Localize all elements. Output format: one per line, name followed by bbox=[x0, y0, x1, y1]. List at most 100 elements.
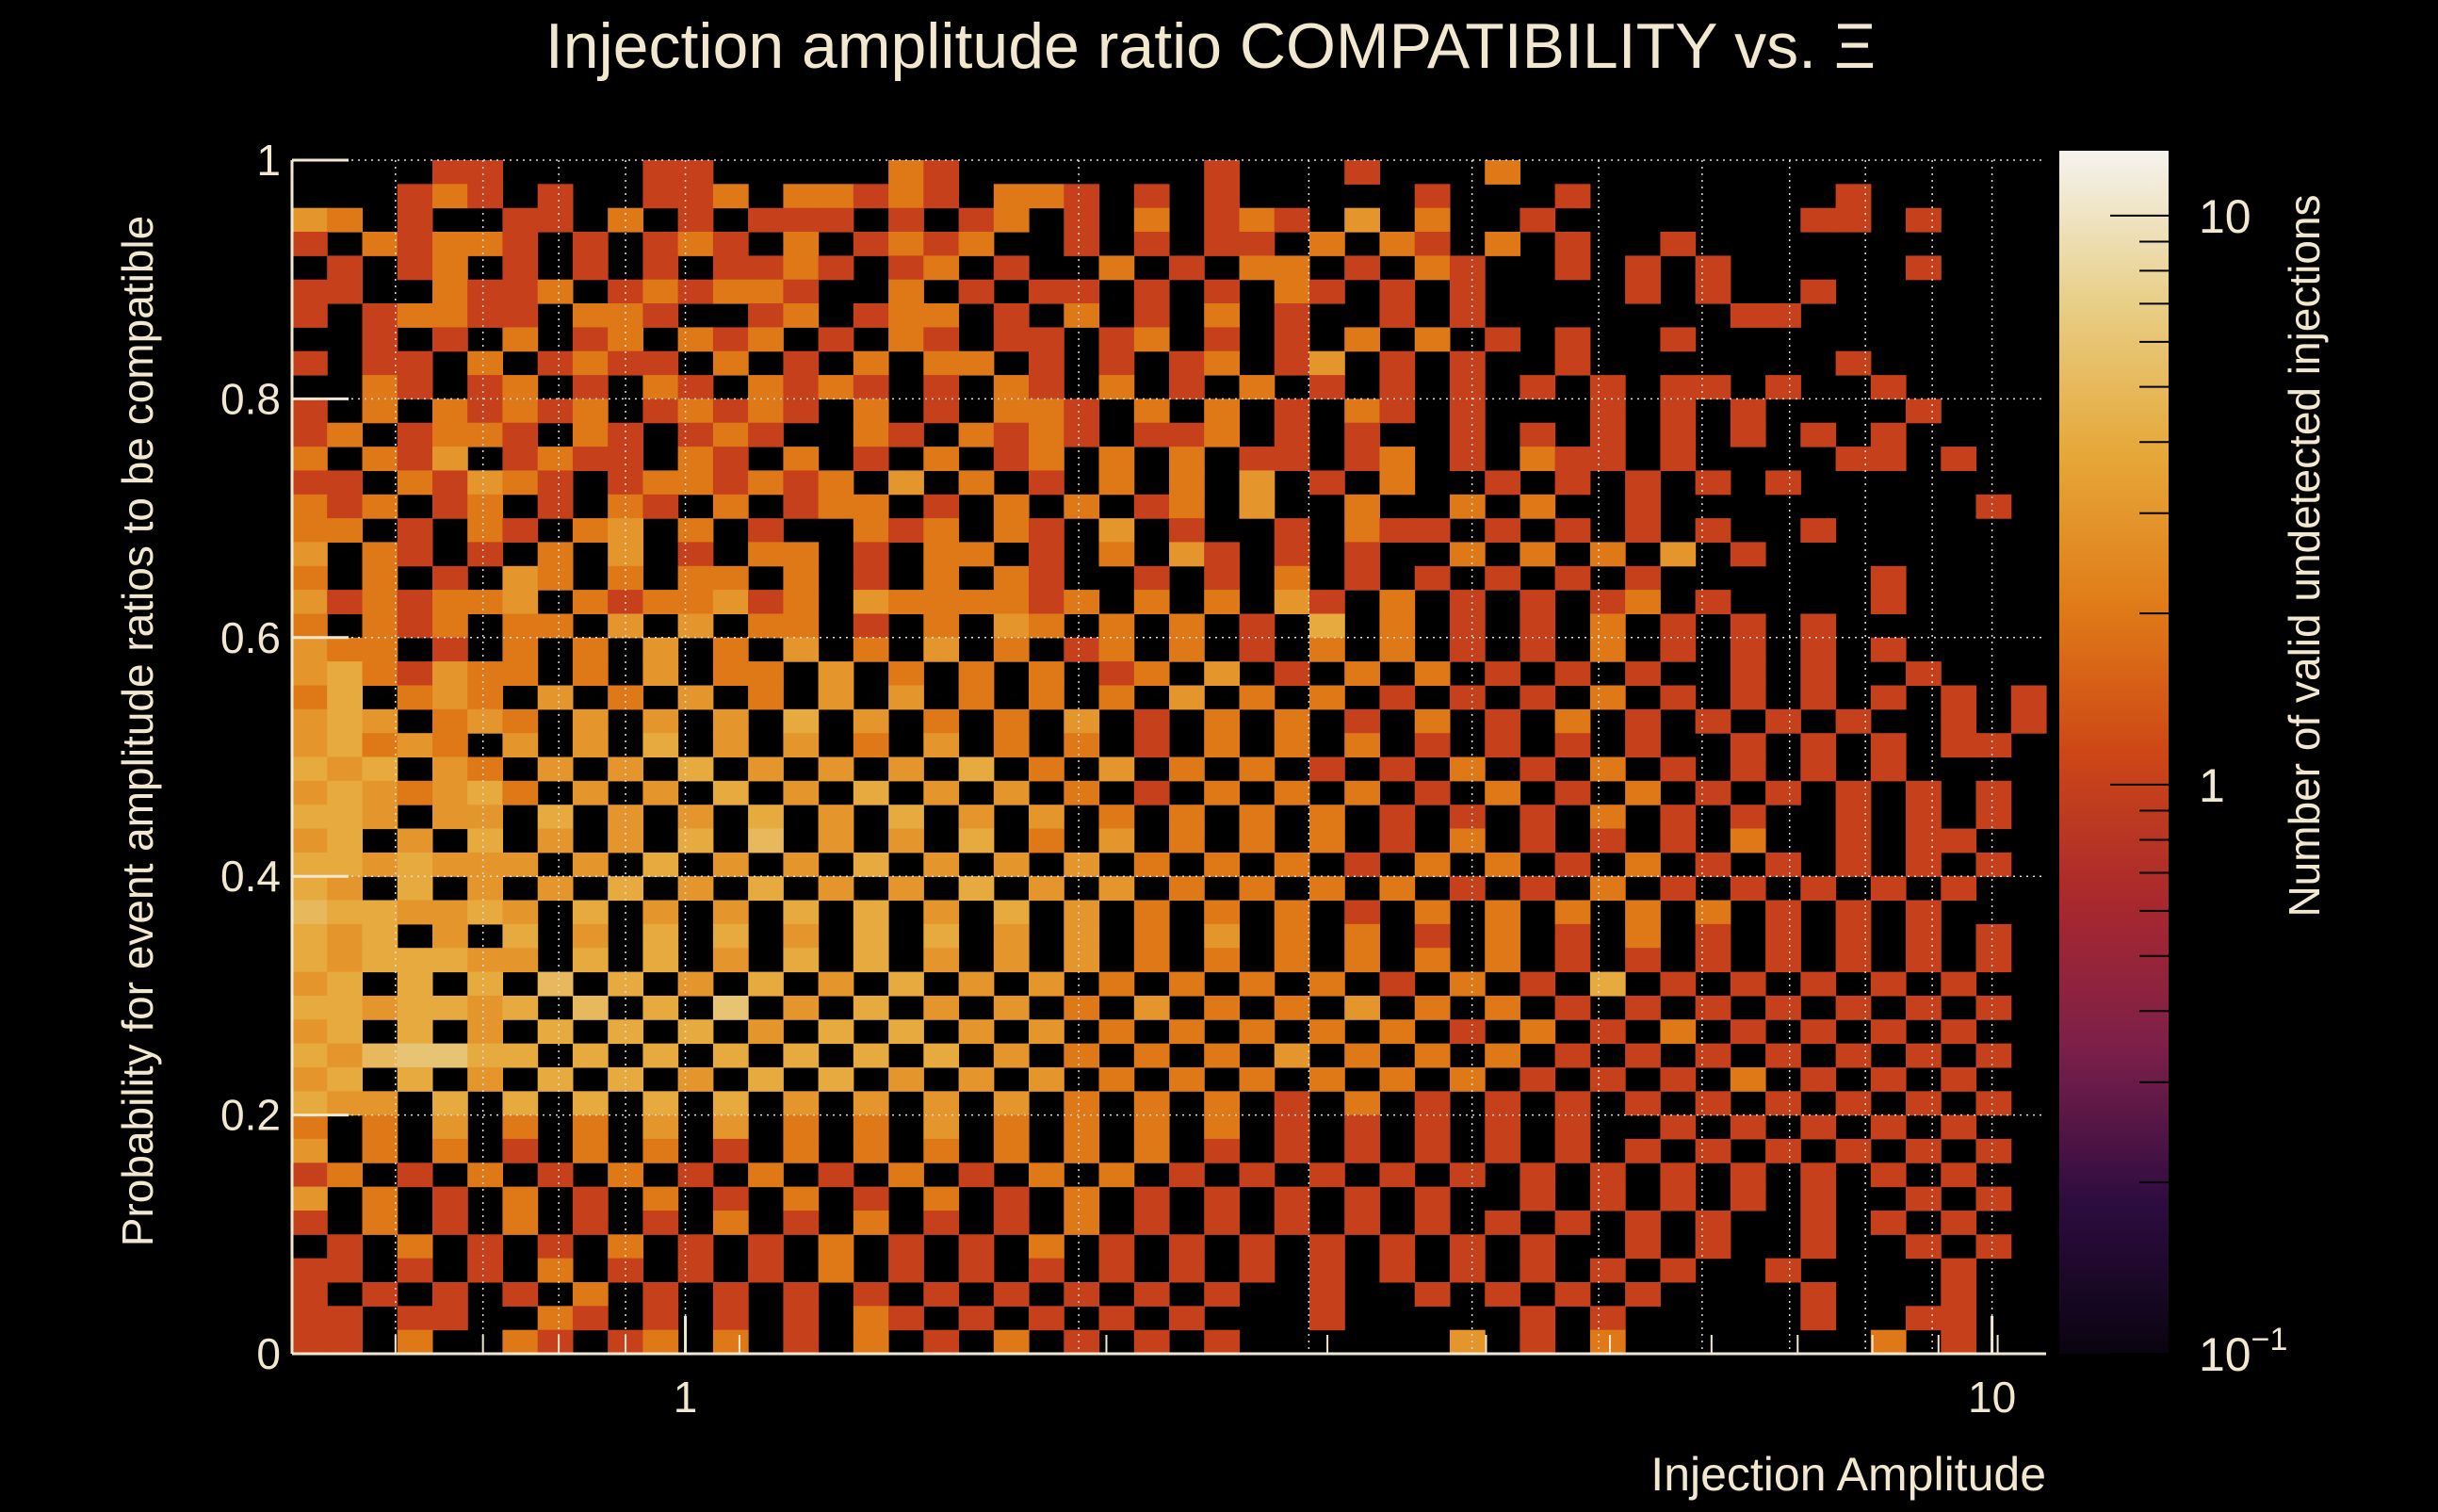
heatmap-cell bbox=[537, 1258, 574, 1283]
heatmap-cell bbox=[327, 733, 363, 758]
heatmap-cell bbox=[993, 1114, 1030, 1140]
heatmap-cell bbox=[467, 1162, 503, 1188]
heatmap-cell bbox=[1029, 375, 1065, 399]
heatmap-cell bbox=[1695, 780, 1731, 805]
heatmap-cell bbox=[1029, 661, 1065, 686]
heatmap-cell bbox=[993, 1138, 1030, 1163]
heatmap-cell bbox=[502, 207, 539, 233]
heatmap-cell bbox=[292, 876, 328, 902]
heatmap-cell bbox=[362, 708, 398, 734]
heatmap-cell bbox=[327, 805, 363, 830]
heatmap-cell bbox=[1520, 590, 1556, 614]
heatmap-cell bbox=[1029, 590, 1065, 614]
heatmap-cell bbox=[1274, 733, 1310, 758]
heatmap-cell bbox=[572, 852, 609, 877]
axes: 1 10 0 0.2 0.4 0.6 0.8 1 bbox=[220, 136, 2046, 1422]
heatmap-cell bbox=[853, 398, 889, 424]
heatmap-cell bbox=[1589, 590, 1626, 614]
heatmap-cell bbox=[432, 184, 468, 209]
heatmap-cell bbox=[923, 995, 960, 1020]
heatmap-cell bbox=[923, 232, 960, 256]
heatmap-cell bbox=[537, 828, 574, 854]
heatmap-cell bbox=[642, 375, 679, 399]
heatmap-cell bbox=[1870, 422, 1907, 447]
heatmap-cell bbox=[467, 160, 503, 185]
heatmap-cell bbox=[1169, 971, 1205, 997]
heatmap-cell bbox=[608, 303, 643, 328]
heatmap-cell bbox=[502, 613, 539, 639]
heatmap-cell bbox=[1064, 422, 1100, 447]
heatmap-cell bbox=[292, 613, 328, 639]
heatmap-cell bbox=[958, 590, 995, 614]
heatmap-cell bbox=[1064, 1138, 1100, 1163]
heatmap-cell bbox=[1660, 542, 1697, 567]
heatmap-cell bbox=[853, 1282, 889, 1307]
heatmap-cell bbox=[397, 542, 433, 567]
heatmap-cell bbox=[1029, 518, 1065, 543]
heatmap-cell bbox=[1379, 971, 1416, 997]
heatmap-cell bbox=[1379, 828, 1416, 854]
heatmap-cell bbox=[1870, 971, 1907, 997]
heatmap-cell bbox=[1554, 1091, 1591, 1116]
heatmap-cell bbox=[1239, 971, 1276, 997]
heatmap-cell bbox=[888, 685, 924, 710]
heatmap-cell bbox=[1730, 637, 1766, 662]
heatmap-cell bbox=[362, 1282, 398, 1307]
heatmap-cell bbox=[1730, 733, 1766, 758]
heatmap-cell bbox=[608, 447, 643, 471]
heatmap-cell bbox=[1204, 590, 1240, 614]
heatmap-cell bbox=[467, 708, 503, 734]
heatmap-cell bbox=[467, 805, 503, 830]
heatmap-cell bbox=[677, 447, 714, 471]
heatmap-cell bbox=[1029, 422, 1065, 447]
heatmap-cell bbox=[432, 232, 468, 256]
heatmap-cell bbox=[1414, 232, 1451, 256]
heatmap-cell bbox=[502, 1282, 539, 1307]
heatmap-cell bbox=[1520, 447, 1556, 471]
heatmap-cell bbox=[993, 613, 1030, 639]
heatmap-cell bbox=[1695, 900, 1731, 925]
heatmap-cell bbox=[1169, 1306, 1205, 1331]
heatmap-cell bbox=[1554, 852, 1591, 877]
heatmap-cell bbox=[1133, 184, 1170, 209]
heatmap-cell bbox=[1941, 1162, 1977, 1188]
heatmap-cell bbox=[993, 995, 1030, 1020]
heatmap-cell bbox=[1800, 1306, 1837, 1331]
heatmap-cell bbox=[1730, 828, 1766, 854]
heatmap-cell bbox=[1274, 207, 1310, 233]
heatmap-cell bbox=[1589, 637, 1626, 662]
heatmap-cell bbox=[818, 375, 854, 399]
heatmap-cell bbox=[993, 780, 1030, 805]
heatmap-cell bbox=[1695, 995, 1731, 1020]
heatmap-cell bbox=[432, 565, 468, 591]
heatmap-cell bbox=[748, 279, 784, 304]
heatmap-cell bbox=[572, 1091, 609, 1116]
heatmap-cell bbox=[1660, 1186, 1697, 1211]
heatmap-cell bbox=[1765, 852, 1801, 877]
heatmap-cell bbox=[712, 923, 749, 949]
heatmap-cell bbox=[923, 733, 960, 758]
heatmap-cell bbox=[1309, 470, 1345, 496]
heatmap-cell bbox=[853, 303, 889, 328]
heatmap-cell bbox=[818, 805, 854, 830]
heatmap-cell bbox=[537, 565, 574, 591]
heatmap-cell bbox=[1589, 828, 1626, 854]
heatmap-cell bbox=[1029, 1162, 1065, 1188]
heatmap-cell bbox=[853, 350, 889, 376]
heatmap-cell bbox=[1239, 637, 1276, 662]
y-tick-label: 0.4 bbox=[220, 852, 281, 901]
x-axis-label: Injection Amplitude bbox=[1650, 1448, 2046, 1501]
heatmap-cell bbox=[1906, 780, 1942, 805]
heatmap-cell bbox=[958, 207, 995, 233]
heatmap-cell bbox=[818, 1066, 854, 1092]
grid-lines bbox=[292, 159, 2046, 1355]
heatmap-cell bbox=[1906, 255, 1942, 281]
heatmap-cell bbox=[783, 279, 820, 304]
heatmap-cell bbox=[1625, 733, 1661, 758]
heatmap-cell bbox=[1660, 1066, 1697, 1092]
heatmap-cell bbox=[1765, 303, 1801, 328]
heatmap-cell bbox=[1169, 613, 1205, 639]
heatmap-cell bbox=[1870, 1162, 1907, 1188]
heatmap-cell bbox=[1344, 780, 1380, 805]
heatmap-cell bbox=[1554, 327, 1591, 352]
